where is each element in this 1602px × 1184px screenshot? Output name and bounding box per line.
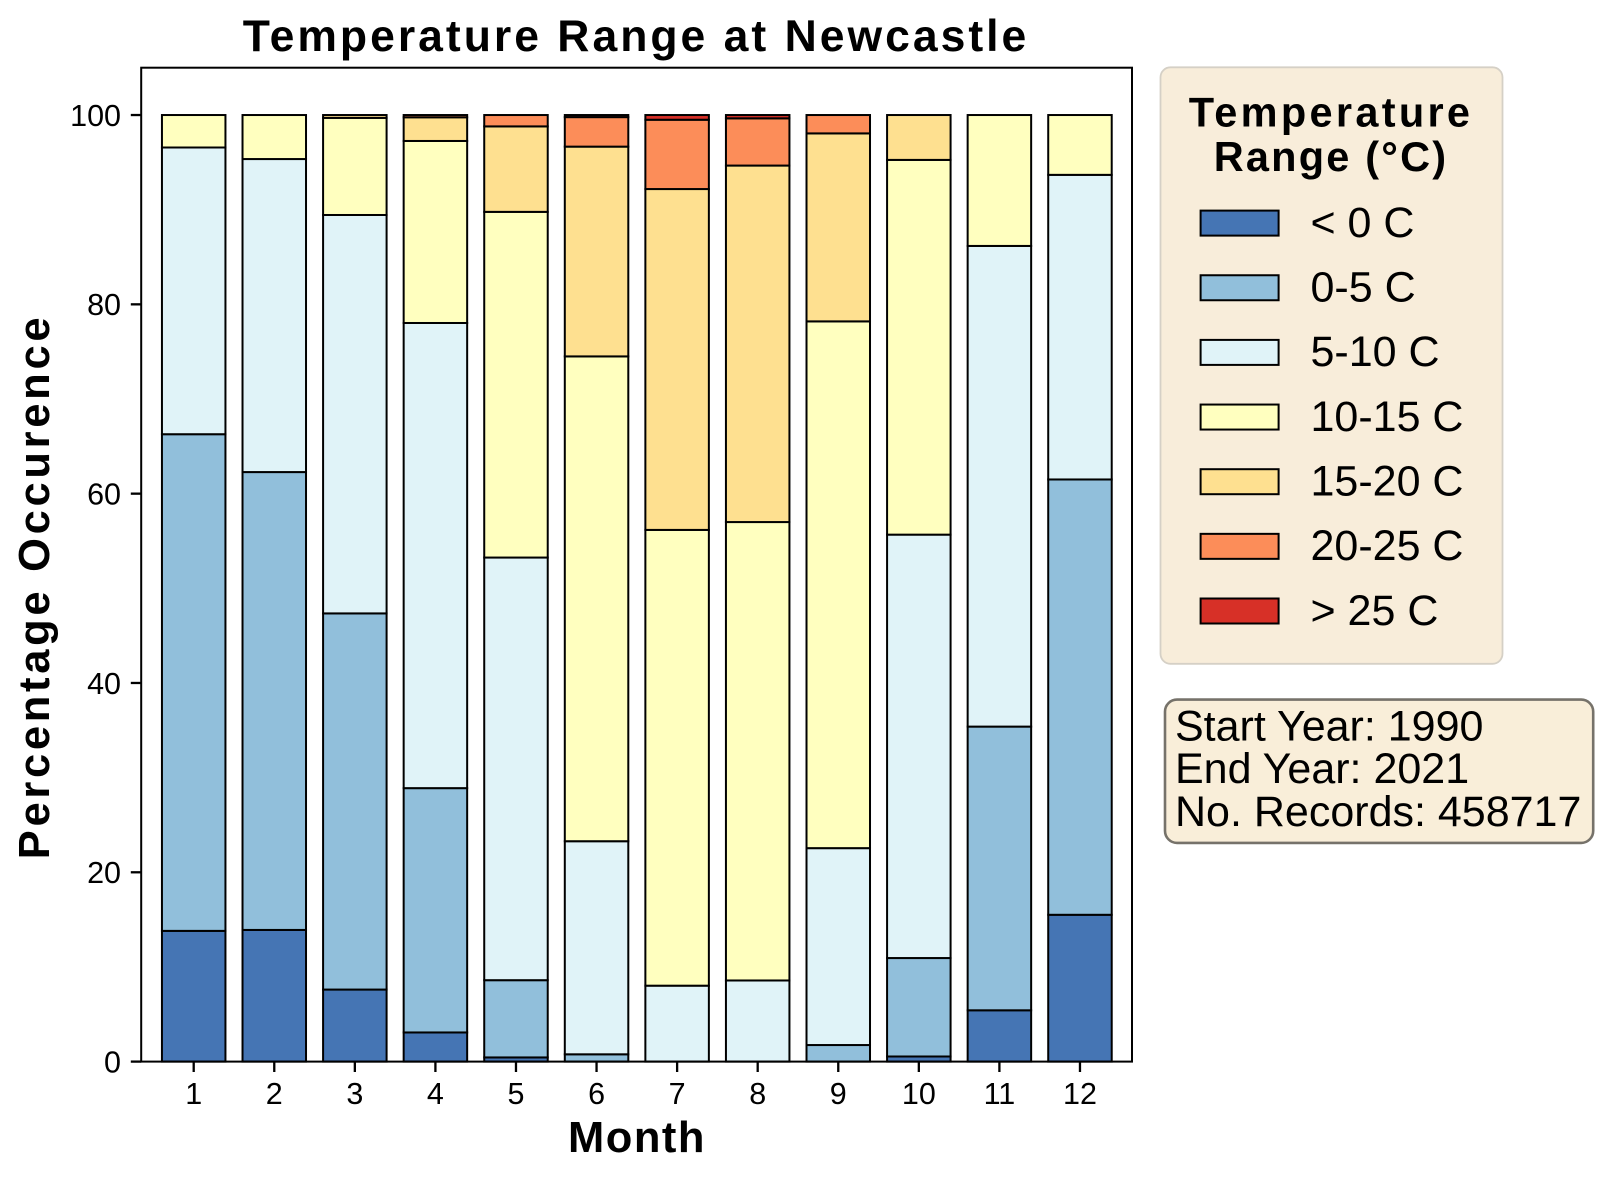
svg-text:0: 0 [104,1046,121,1080]
svg-text:60: 60 [87,478,121,512]
svg-text:Temperature: Temperature [1189,88,1474,135]
svg-text:Temperature Range at Newcastle: Temperature Range at Newcastle [243,12,1030,61]
svg-text:Percentage Occurence: Percentage Occurence [11,314,59,860]
svg-text:12: 12 [1063,1077,1097,1111]
svg-text:20: 20 [87,856,121,890]
svg-text:No. Records: 458717: No. Records: 458717 [1175,788,1581,836]
svg-text:3: 3 [346,1077,363,1111]
svg-text:5: 5 [507,1077,524,1111]
svg-text:40: 40 [87,667,121,701]
svg-text:Start Year: 1990: Start Year: 1990 [1175,703,1483,751]
svg-text:100: 100 [70,99,121,133]
svg-text:10-15 C: 10-15 C [1311,393,1464,441]
svg-text:4: 4 [427,1077,444,1111]
svg-text:Range (°C): Range (°C) [1214,133,1449,180]
svg-text:< 0 C: < 0 C [1311,199,1415,247]
svg-text:9: 9 [830,1077,847,1111]
svg-text:11: 11 [984,1077,1016,1111]
svg-text:0-5 C: 0-5 C [1311,264,1416,312]
svg-text:8: 8 [749,1077,766,1111]
svg-text:15-20 C: 15-20 C [1311,458,1464,506]
svg-text:End Year: 2021: End Year: 2021 [1175,745,1469,793]
svg-text:> 25 C: > 25 C [1311,587,1439,635]
svg-text:Month: Month [568,1114,706,1162]
svg-text:5-10 C: 5-10 C [1311,328,1440,376]
svg-text:6: 6 [588,1077,605,1111]
svg-text:2: 2 [266,1077,283,1111]
svg-text:80: 80 [87,288,121,322]
svg-text:1: 1 [185,1077,202,1111]
svg-text:7: 7 [669,1077,686,1111]
svg-text:10: 10 [902,1077,936,1111]
svg-text:20-25 C: 20-25 C [1311,522,1464,570]
